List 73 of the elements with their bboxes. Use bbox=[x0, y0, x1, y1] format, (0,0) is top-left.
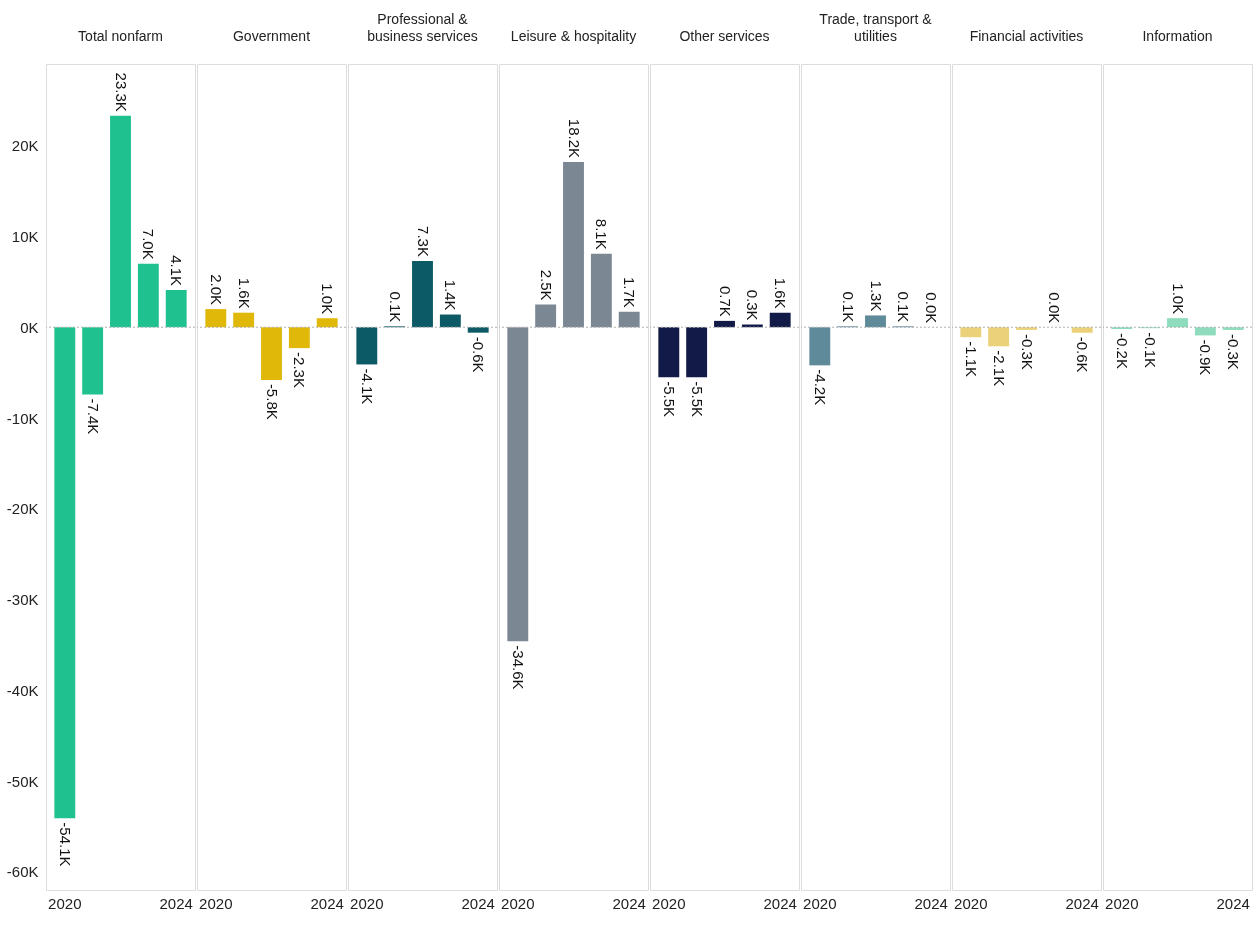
data-label: 18.2K bbox=[565, 118, 583, 159]
chart-title: Trade, transport & utilities bbox=[819, 11, 933, 44]
data-label: 1.6K bbox=[235, 277, 253, 309]
data-label: 0.7K bbox=[716, 286, 734, 317]
chart-title: Government bbox=[232, 28, 311, 44]
data-label: -34.6K bbox=[509, 645, 527, 690]
data-label: 1.3K bbox=[867, 280, 885, 312]
data-label: 0.1K bbox=[839, 291, 857, 323]
data-label: -2.1K bbox=[990, 350, 1008, 387]
data-label: 0.1K bbox=[895, 291, 913, 323]
data-label: 0.0K bbox=[923, 292, 941, 324]
x-tick-label: 2024 bbox=[1216, 894, 1250, 912]
data-label: 1.4K bbox=[442, 279, 460, 311]
data-label: 7.0K bbox=[140, 228, 158, 260]
data-label: -0.6K bbox=[1074, 336, 1092, 373]
y-tick-label: 20K bbox=[11, 137, 39, 155]
data-label: -4.2K bbox=[811, 369, 829, 406]
data-label: -0.1K bbox=[1141, 332, 1159, 368]
data-label: 7.3K bbox=[414, 226, 432, 257]
data-label: -0.2K bbox=[1113, 333, 1131, 369]
chart-title: Professional & business services bbox=[367, 11, 478, 44]
data-label: -7.4K bbox=[84, 398, 102, 435]
chart-title: Total nonfarm bbox=[78, 28, 163, 44]
data-label: -5.5K bbox=[688, 381, 706, 418]
x-tick-label: 2020 bbox=[350, 894, 384, 912]
y-tick-label: -60K bbox=[6, 863, 39, 881]
chart-title: Financial activities bbox=[969, 28, 1084, 44]
data-label: -0.3K bbox=[1225, 333, 1243, 370]
data-label: 1.0K bbox=[319, 283, 337, 315]
data-label: 1.6K bbox=[772, 277, 790, 309]
y-tick-label: -20K bbox=[6, 500, 39, 518]
data-label: -2.3K bbox=[291, 352, 309, 388]
y-tick-label: -10K bbox=[6, 409, 39, 427]
data-label: 0.0K bbox=[1046, 292, 1064, 324]
x-tick-label: 2024 bbox=[763, 894, 797, 912]
data-label: 2.5K bbox=[537, 269, 555, 301]
data-label: -1.1K bbox=[962, 341, 980, 378]
x-tick-label: 2020 bbox=[48, 894, 82, 912]
x-tick-label: 2024 bbox=[159, 894, 193, 912]
data-label: 23.3K bbox=[112, 72, 130, 112]
x-tick-label: 2024 bbox=[612, 894, 646, 912]
data-label: -5.8K bbox=[263, 383, 281, 420]
chart-title: Other services bbox=[679, 28, 770, 44]
data-label: 1.0K bbox=[1169, 283, 1187, 315]
x-tick-label: 2020 bbox=[1105, 894, 1139, 912]
x-tick-label: 2024 bbox=[461, 894, 495, 912]
data-label: -0.3K bbox=[1018, 333, 1036, 370]
x-tick-label: 2020 bbox=[199, 894, 233, 912]
y-tick-label: 10K bbox=[11, 227, 39, 245]
data-label: 4.1K bbox=[168, 255, 186, 287]
data-label: 0.3K bbox=[744, 289, 762, 321]
y-tick-label: -40K bbox=[6, 681, 39, 699]
x-tick-label: 2024 bbox=[1065, 894, 1099, 912]
data-label: -0.6K bbox=[470, 336, 488, 373]
x-tick-label: 2020 bbox=[501, 894, 535, 912]
data-label: 0.1K bbox=[386, 291, 404, 323]
x-tick-label: 2024 bbox=[914, 894, 948, 912]
data-label: 2.0K bbox=[207, 274, 225, 306]
data-label: -0.9K bbox=[1197, 339, 1215, 376]
chart-title: Leisure & hospitality bbox=[510, 28, 637, 44]
data-label: 8.1K bbox=[593, 218, 611, 250]
chart-title: Information bbox=[1142, 28, 1213, 44]
y-tick-label: 0K bbox=[20, 318, 39, 336]
data-label: -5.5K bbox=[660, 381, 678, 418]
x-tick-label: 2020 bbox=[954, 894, 988, 912]
data-label: -54.1K bbox=[56, 822, 74, 867]
y-tick-label: -50K bbox=[6, 772, 39, 790]
y-tick-label: -30K bbox=[6, 591, 39, 609]
data-label: -4.1K bbox=[358, 368, 376, 405]
x-tick-label: 2020 bbox=[652, 894, 686, 912]
data-label: 1.7K bbox=[621, 276, 639, 308]
x-tick-label: 2024 bbox=[310, 894, 344, 912]
x-tick-label: 2020 bbox=[803, 894, 837, 912]
